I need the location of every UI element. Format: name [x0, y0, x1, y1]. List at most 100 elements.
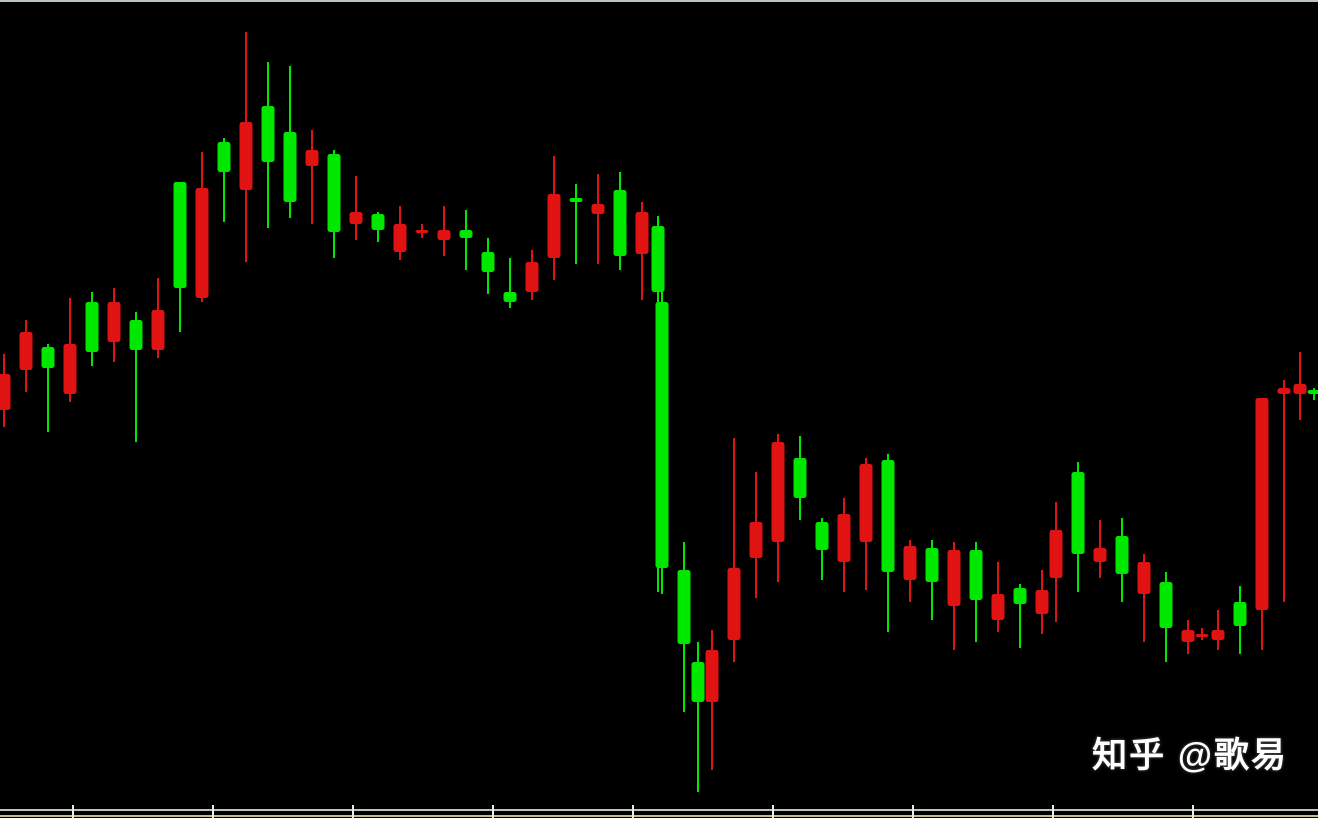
candle-body — [651, 226, 665, 292]
candle-wick — [1261, 594, 1263, 650]
x-axis-tick — [1192, 805, 1194, 818]
candlestick — [771, 434, 785, 582]
candle-body — [591, 204, 605, 214]
candle-body — [349, 212, 363, 224]
candlestick — [283, 66, 297, 218]
candle-body — [547, 194, 561, 258]
candlestick — [925, 540, 939, 620]
x-axis — [0, 804, 1318, 818]
candlestick — [1255, 398, 1269, 650]
candle-body — [195, 188, 209, 298]
candlestick — [305, 130, 319, 224]
candle-body — [107, 302, 121, 342]
candlestick — [1293, 352, 1307, 420]
candlestick — [1233, 586, 1247, 654]
candle-body — [859, 464, 873, 542]
candle-body — [173, 182, 187, 288]
candle-body — [925, 548, 939, 582]
candle-body — [1071, 472, 1085, 554]
candlestick — [947, 542, 961, 650]
candlestick — [1035, 570, 1049, 634]
candle-wick — [509, 258, 511, 308]
x-axis-tick — [212, 805, 214, 818]
candlestick — [503, 258, 517, 308]
candle-body — [151, 310, 165, 350]
candlestick — [655, 290, 669, 594]
candlestick — [691, 642, 705, 792]
candle-body — [1049, 530, 1063, 578]
candle-body — [85, 302, 99, 352]
candlestick — [1211, 610, 1225, 650]
candle-body — [1277, 388, 1291, 394]
candle-wick — [223, 138, 225, 222]
x-axis-tick — [72, 805, 74, 818]
candlestick — [991, 562, 1005, 632]
x-axis-line-secondary — [0, 815, 1318, 817]
candlestick — [1049, 502, 1063, 622]
candle-body — [727, 568, 741, 640]
candle-body — [749, 522, 763, 558]
candle-wick — [1283, 380, 1285, 602]
candlestick — [881, 454, 895, 632]
candle-wick — [465, 210, 467, 270]
candlestick — [239, 32, 253, 262]
candle-body — [613, 190, 627, 256]
candlestick — [815, 518, 829, 580]
candle-body — [1233, 602, 1247, 626]
candle-wick — [575, 184, 577, 264]
candle-body — [129, 320, 143, 350]
candlestick — [969, 542, 983, 642]
candlestick — [85, 292, 99, 366]
candle-body — [635, 212, 649, 254]
candle-body — [677, 570, 691, 644]
candlestick — [569, 184, 583, 264]
candlestick — [481, 238, 495, 294]
candlestick — [635, 202, 649, 300]
candlestick — [195, 152, 209, 302]
candlestick — [547, 156, 561, 280]
candlestick — [129, 312, 143, 442]
candle-body — [19, 332, 33, 370]
candle-body — [415, 230, 429, 233]
candle-body — [0, 374, 11, 410]
candlestick — [437, 206, 451, 256]
candlestick — [903, 540, 917, 602]
candle-wick — [733, 438, 735, 662]
candle-body — [41, 347, 55, 368]
x-axis-tick — [632, 805, 634, 818]
candle-body — [481, 252, 495, 272]
candlestick — [0, 354, 11, 427]
candlestick — [63, 298, 77, 402]
candle-body — [991, 594, 1005, 620]
candlestick — [371, 212, 385, 242]
candlestick — [705, 630, 719, 770]
candle-wick — [179, 272, 181, 332]
candle-body — [261, 106, 275, 162]
x-axis-tick — [912, 805, 914, 818]
candle-wick — [311, 130, 313, 224]
candlestick — [1195, 628, 1209, 640]
candlestick — [151, 278, 165, 358]
candlestick — [327, 150, 341, 258]
candle-wick — [597, 174, 599, 264]
candle-body — [1307, 390, 1318, 394]
candlestick — [1159, 572, 1173, 662]
candle-body — [1137, 562, 1151, 594]
candlestick — [41, 344, 55, 432]
candlestick — [1071, 462, 1085, 592]
candlestick — [459, 210, 473, 270]
x-axis-line — [0, 809, 1318, 811]
candle-body — [525, 262, 539, 292]
candle-body — [1035, 590, 1049, 614]
candlestick — [591, 174, 605, 264]
candlestick — [261, 62, 275, 228]
candlestick — [393, 206, 407, 260]
candle-wick — [1143, 554, 1145, 642]
candle-body — [947, 550, 961, 606]
candle-wick — [47, 344, 49, 432]
candle-body — [1093, 548, 1107, 562]
candle-body — [1255, 398, 1269, 610]
